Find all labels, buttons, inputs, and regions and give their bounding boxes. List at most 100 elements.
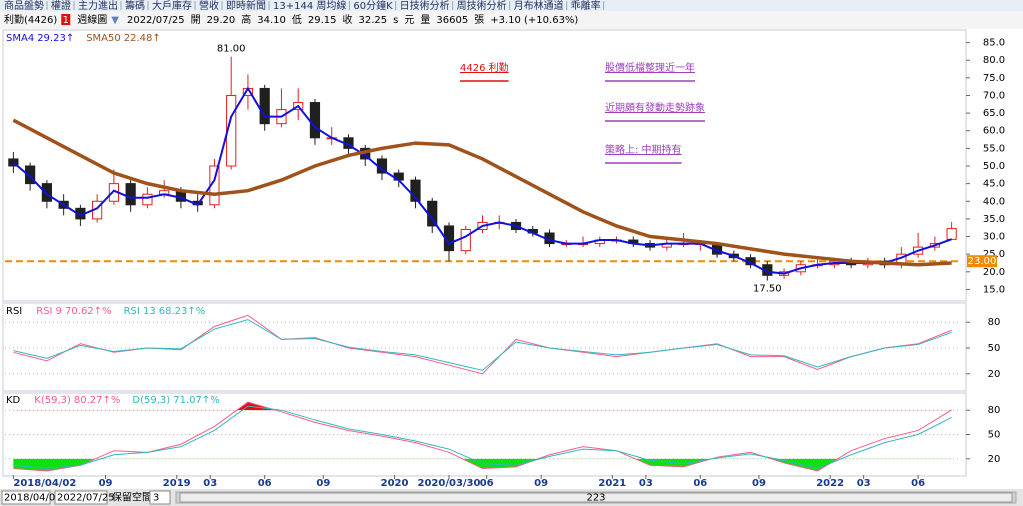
x-tick-label: 06 bbox=[258, 478, 272, 489]
toolbar-tab[interactable]: 乖離率 bbox=[571, 0, 601, 12]
period-arrow[interactable]: ▼ bbox=[111, 15, 119, 26]
quote-field: 34.10 bbox=[257, 15, 286, 26]
legend-name: D(59,3) bbox=[132, 395, 170, 406]
scroll-position: 223 bbox=[586, 493, 605, 504]
period[interactable]: 週線圖 bbox=[77, 13, 107, 26]
y-tick-label: 50 bbox=[988, 430, 1001, 441]
quote-field: 36605 bbox=[436, 15, 468, 26]
quote-field: 張 bbox=[474, 14, 484, 26]
annotation: 策略上: 中期持有 bbox=[605, 143, 682, 156]
y-tick-label: 80 bbox=[988, 317, 1001, 328]
toolbar-tab[interactable]: 13+144 周均線 bbox=[273, 0, 346, 12]
x-tick-label: 03 bbox=[857, 478, 871, 489]
y-tick-label: 20 bbox=[988, 454, 1001, 465]
x-tick-label: 2020 bbox=[381, 478, 409, 489]
candle-body bbox=[460, 228, 471, 252]
candle-body bbox=[410, 179, 421, 202]
toolbar-tab[interactable]: 60分鐘K bbox=[353, 0, 393, 12]
legend-value: 22.48↑ bbox=[124, 33, 161, 44]
candle-body bbox=[125, 183, 136, 206]
toolbar-tab[interactable]: 月布林通道 bbox=[514, 0, 564, 12]
y-tick-label: 45.0 bbox=[983, 179, 1005, 190]
annotation: 近期頗有發動走勢跡象 bbox=[605, 101, 705, 114]
scrollbar-thumb[interactable] bbox=[179, 492, 1013, 503]
quote-field: 2022/07/25 bbox=[127, 15, 185, 26]
toolbar-tab[interactable]: 日技術分析 bbox=[400, 0, 450, 12]
start-date: 2018/04/02 bbox=[4, 493, 62, 504]
y-tick-label: 50.0 bbox=[983, 161, 1005, 172]
panel-title: RSI bbox=[6, 306, 22, 317]
legend-value: 29.23↑ bbox=[37, 33, 74, 44]
legend-value: 71.07↑% bbox=[173, 395, 220, 406]
end-date: 2022/07/25 bbox=[57, 493, 115, 504]
y-tick-label: 70.0 bbox=[983, 90, 1005, 101]
badge: 1 bbox=[63, 15, 69, 26]
y-tick-label: 15.0 bbox=[983, 284, 1005, 295]
support-label-bg bbox=[967, 255, 997, 268]
y-tick-label: 80 bbox=[988, 405, 1001, 416]
legend-name: RSI 13 bbox=[124, 306, 156, 317]
toolbar-tab[interactable]: 商品盤勢 bbox=[4, 0, 44, 12]
y-tick-label: 35.0 bbox=[983, 214, 1005, 225]
y-tick-label: 55.0 bbox=[983, 143, 1005, 154]
y-tick-label: 25.0 bbox=[983, 249, 1005, 260]
reserve-value: 3 bbox=[153, 493, 159, 504]
y-tick-label: 50 bbox=[988, 343, 1001, 354]
quote-field: 低 bbox=[292, 13, 302, 26]
moving-average bbox=[12, 118, 952, 267]
x-tick-label: 03 bbox=[203, 478, 217, 489]
overbought-fill bbox=[13, 402, 952, 411]
y-tick-label: 80.0 bbox=[983, 55, 1005, 66]
legend-value: 68.23↑% bbox=[159, 306, 206, 317]
quote-field: 元 bbox=[404, 15, 414, 26]
quote-field: 開 bbox=[191, 14, 201, 26]
quote-field: 29.15 bbox=[308, 15, 337, 26]
x-tick-label: 2021 bbox=[598, 478, 626, 489]
x-tick-label: 06 bbox=[911, 478, 925, 489]
x-tick-label: 2019 bbox=[163, 478, 191, 489]
toolbar-tab[interactable]: 周技術分析 bbox=[457, 0, 507, 12]
quote-field: 29.20 bbox=[207, 15, 236, 26]
x-tick-label: 2020/03/30 bbox=[418, 478, 481, 489]
toolbar-tab[interactable]: 權證 bbox=[51, 0, 71, 12]
legend-name: RSI 9 bbox=[36, 306, 62, 317]
indicator-line bbox=[13, 401, 952, 472]
indicator-line bbox=[13, 314, 952, 375]
candle-body bbox=[25, 165, 36, 185]
badge-bg bbox=[61, 14, 71, 25]
toolbar-tab[interactable]: 籌碼 bbox=[125, 0, 145, 12]
legend-value: 70.62↑% bbox=[65, 306, 112, 317]
x-tick-label: 09 bbox=[752, 478, 766, 489]
quote-field: 收 bbox=[343, 13, 353, 26]
x-tick-label: 06 bbox=[693, 478, 707, 489]
reserve-input[interactable] bbox=[149, 490, 171, 505]
indicator-line bbox=[13, 405, 952, 470]
start-date-select[interactable] bbox=[1, 490, 51, 505]
toolbar-tab[interactable]: 主力進出 bbox=[78, 0, 118, 12]
y-tick-label: 20.0 bbox=[983, 267, 1005, 278]
legend-name: SMA50 bbox=[86, 33, 121, 44]
end-date-select[interactable] bbox=[54, 490, 108, 505]
legend-name: SMA4 bbox=[6, 33, 34, 44]
candle-body bbox=[946, 228, 957, 240]
rsi-panel bbox=[2, 302, 967, 392]
annotation: 4426 利勤 bbox=[460, 61, 509, 74]
y-tick-label: 40.0 bbox=[983, 196, 1005, 207]
toolbar-tab[interactable]: 營收 bbox=[199, 0, 219, 12]
quote-field: 32.25 bbox=[359, 15, 388, 26]
y-tick-label: 75.0 bbox=[983, 73, 1005, 84]
trough-label: 17.50 bbox=[753, 284, 782, 295]
y-tick-label: 65.0 bbox=[983, 108, 1005, 119]
x-tick-label: 03 bbox=[639, 478, 653, 489]
x-tick-label: 06 bbox=[480, 478, 494, 489]
oversold-fill bbox=[13, 458, 952, 471]
toolbar-tab[interactable]: 即時新聞 bbox=[226, 0, 266, 12]
x-tick-label: 09 bbox=[316, 478, 330, 489]
toolbar-tab[interactable]: 大戶庫存 bbox=[152, 0, 192, 12]
support-label: 23.00 bbox=[968, 256, 997, 267]
y-tick-label: 20 bbox=[988, 369, 1001, 380]
toolbar-bg bbox=[0, 0, 1023, 11]
reserve-label: 保留空間 bbox=[112, 491, 152, 504]
stock-name: 利勤(4426) bbox=[4, 13, 57, 26]
